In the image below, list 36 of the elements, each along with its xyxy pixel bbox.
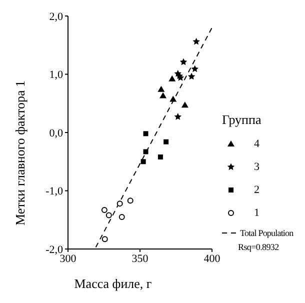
- point: [140, 159, 146, 164]
- point: [188, 72, 196, 80]
- point: [192, 38, 200, 45]
- text: Rsq=0.8932: [238, 242, 280, 252]
- legend-label: 2: [254, 184, 260, 196]
- point: [180, 58, 188, 66]
- legend-label: 1: [254, 206, 260, 218]
- y-tick-label: 1,0: [49, 69, 64, 82]
- point: [106, 212, 112, 218]
- point: [170, 96, 177, 102]
- point: [158, 154, 163, 160]
- legend-label: 4: [254, 138, 260, 150]
- point: [143, 131, 148, 136]
- point: [160, 92, 167, 98]
- point: [127, 198, 134, 204]
- point: [116, 200, 123, 207]
- point: [143, 149, 148, 154]
- point: [164, 139, 169, 144]
- y-tick-label: 2,0: [49, 10, 64, 23]
- point: [102, 236, 108, 242]
- point: [168, 75, 176, 82]
- point: [158, 86, 165, 92]
- legend-title: Группа: [222, 112, 262, 128]
- x-tick-label: 350: [132, 252, 149, 265]
- x-tick-label: 400: [204, 252, 221, 265]
- point: [181, 102, 188, 108]
- y-axis-title: Метки главного фактора 1: [12, 80, 28, 226]
- point: [191, 65, 198, 72]
- y-tick-label: -1,0: [46, 186, 64, 198]
- x-axis-title: Масса филе, г: [73, 276, 153, 292]
- legend-label: 3: [254, 160, 260, 172]
- point: [174, 112, 182, 120]
- point: [101, 206, 108, 213]
- y-tick-label: 0,0: [49, 127, 64, 140]
- legend-label: Total Population: [240, 228, 294, 238]
- point: [118, 214, 125, 220]
